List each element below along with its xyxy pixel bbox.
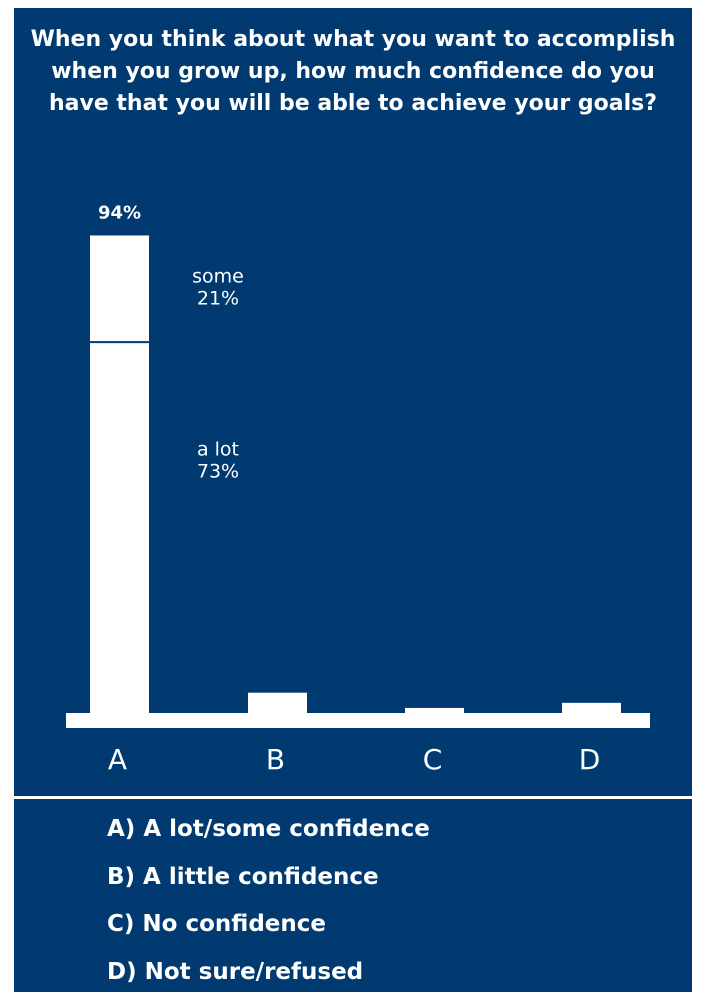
bar [405, 707, 464, 713]
x-tick-label: C [423, 743, 443, 776]
legend-item: B) A little confidence [107, 863, 379, 890]
legend-item: A) A lot/some confidence [107, 816, 430, 842]
segment-label: 73% [197, 461, 239, 483]
segment-name: some [192, 265, 244, 287]
bar-segment [90, 235, 149, 343]
segment-label: 21% [197, 287, 239, 309]
x-tick-label: D [579, 743, 601, 776]
chart-title: When you think about what you want to ac… [30, 27, 676, 116]
segment-name: a lot [197, 439, 239, 461]
bar-segment [90, 342, 149, 713]
x-tick-label: B [266, 743, 285, 776]
bar [248, 692, 307, 713]
divider [14, 796, 692, 799]
value-label: 94% [98, 202, 141, 223]
x-tick-label: A [108, 743, 127, 776]
bar [562, 702, 621, 713]
legend-item: C) No confidence [107, 911, 326, 937]
baseline [66, 713, 650, 728]
legend-item: D) Not sure/refused [107, 958, 364, 985]
